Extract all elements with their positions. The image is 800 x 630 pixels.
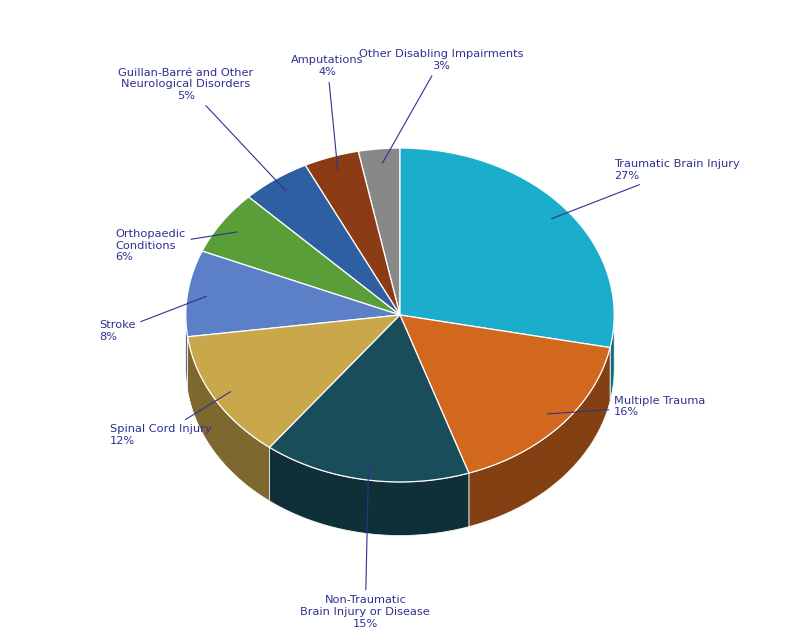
Polygon shape <box>249 165 400 315</box>
Text: Stroke
8%: Stroke 8% <box>99 296 206 341</box>
Polygon shape <box>358 148 400 315</box>
Polygon shape <box>469 348 610 527</box>
Text: Guillan-Barré and Other
Neurological Disorders
5%: Guillan-Barré and Other Neurological Dis… <box>118 67 286 191</box>
Polygon shape <box>188 315 400 447</box>
Text: Other Disabling Impairments
3%: Other Disabling Impairments 3% <box>358 49 523 163</box>
Polygon shape <box>400 315 469 527</box>
Text: Amputations
4%: Amputations 4% <box>291 55 364 170</box>
Polygon shape <box>270 315 400 501</box>
Polygon shape <box>400 148 614 348</box>
Polygon shape <box>186 251 400 337</box>
Polygon shape <box>400 315 610 473</box>
Polygon shape <box>270 315 469 482</box>
Text: Traumatic Brain Injury
27%: Traumatic Brain Injury 27% <box>552 159 740 219</box>
Polygon shape <box>188 315 400 391</box>
Polygon shape <box>186 316 188 391</box>
Polygon shape <box>400 315 469 527</box>
Polygon shape <box>188 315 400 391</box>
Polygon shape <box>188 337 270 501</box>
Text: Multiple Trauma
16%: Multiple Trauma 16% <box>548 396 706 417</box>
Polygon shape <box>202 197 400 315</box>
Polygon shape <box>270 315 400 501</box>
Polygon shape <box>610 315 614 401</box>
Text: Non-Traumatic
Brain Injury or Disease
15%: Non-Traumatic Brain Injury or Disease 15… <box>301 466 430 629</box>
Polygon shape <box>400 315 610 401</box>
Text: Spinal Cord Injury
12%: Spinal Cord Injury 12% <box>110 392 230 445</box>
Polygon shape <box>400 315 610 401</box>
Polygon shape <box>270 447 469 536</box>
Polygon shape <box>306 151 400 315</box>
Text: Orthopaedic
Conditions
6%: Orthopaedic Conditions 6% <box>115 229 237 262</box>
